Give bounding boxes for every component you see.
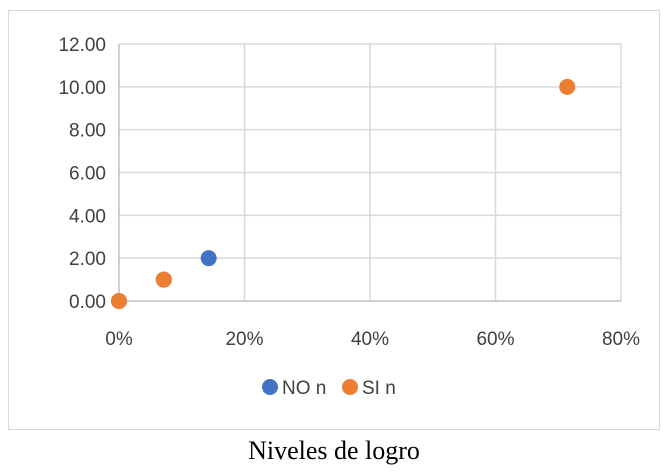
legend-item: SI n	[342, 378, 396, 399]
legend-label: NO n	[282, 378, 326, 399]
data-point	[559, 78, 576, 95]
y-tick-label: 6.00	[69, 164, 106, 185]
x-tick-label: 40%	[351, 329, 389, 350]
axes	[118, 44, 621, 302]
gridlines	[119, 43, 622, 301]
data-point	[200, 250, 217, 267]
legend-marker	[342, 379, 358, 395]
x-tick-label: 60%	[476, 329, 514, 350]
series-2	[111, 78, 576, 309]
data-points	[111, 78, 576, 309]
y-tick-label: 12.00	[58, 35, 106, 56]
data-point	[111, 293, 127, 309]
x-tick-label: 80%	[602, 329, 640, 350]
legend-item: NO n	[262, 378, 326, 399]
x-tick-label: 0%	[105, 329, 133, 350]
legend-marker	[262, 379, 278, 395]
y-tick-label: 0.00	[69, 292, 106, 313]
legend-label: SI n	[362, 378, 396, 399]
chart-caption: Niveles de logro	[248, 436, 420, 465]
y-tick-label: 8.00	[69, 121, 106, 142]
x-tick-labels: 0% 20% 40% 60% 80%	[105, 329, 640, 350]
y-tick-label: 2.00	[69, 249, 106, 270]
scatter-chart: 0.00 2.00 4.00 6.00 8.00 10.00 12.00 0% 20% 40% 6…	[58, 35, 640, 399]
y-tick-label: 10.00	[58, 78, 106, 99]
y-tick-labels: 0.00 2.00 4.00 6.00 8.00 10.00 12.00	[58, 35, 106, 313]
chart-area: 0.00 2.00 4.00 6.00 8.00 10.00 12.00 0% 20% 40% 6…	[8, 10, 660, 430]
legend: NO n SI n	[262, 378, 396, 399]
data-point	[155, 271, 172, 288]
y-tick-label: 4.00	[69, 206, 106, 227]
x-tick-label: 20%	[225, 329, 263, 350]
